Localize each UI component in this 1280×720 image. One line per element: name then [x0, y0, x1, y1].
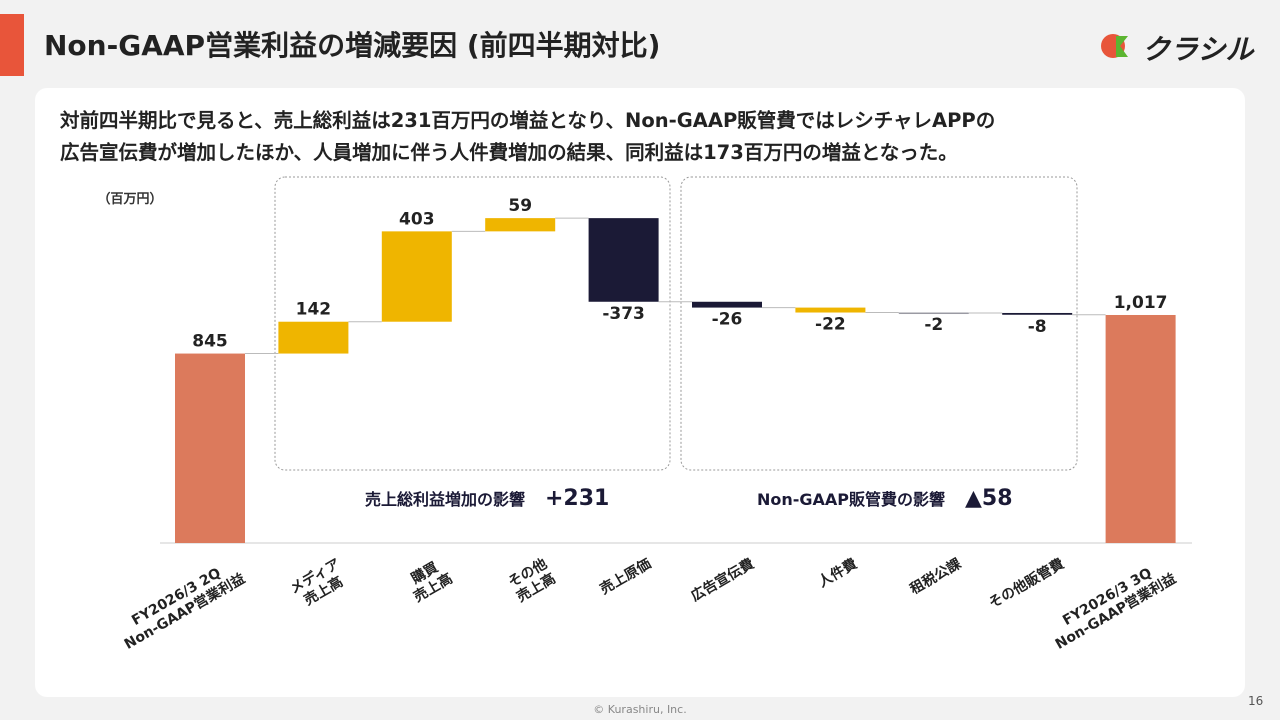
- data-label: -26: [712, 310, 743, 330]
- slide-title: Non-GAAP営業利益の増減要因 (前四半期対比): [44, 29, 661, 62]
- group-label: 売上総利益増加の影響: [365, 490, 525, 509]
- group-value: +231: [545, 486, 609, 511]
- data-label: 142: [296, 300, 332, 320]
- data-label: 1,017: [1114, 293, 1168, 313]
- bar: [692, 301, 762, 308]
- data-label: -22: [815, 315, 846, 335]
- data-label: -373: [602, 304, 645, 324]
- group-box: [680, 176, 1078, 471]
- data-label: 403: [399, 209, 435, 229]
- copyright: © Kurashiru, Inc.: [593, 703, 687, 716]
- bar: [1105, 314, 1176, 543]
- bar: [381, 231, 452, 322]
- summary-line: 広告宣伝費が増加したほか、人員増加に伴う人件費増加の結果、同利益は173百万円の…: [60, 141, 958, 164]
- bar: [588, 218, 659, 302]
- data-label: -8: [1028, 317, 1047, 337]
- data-label: -2: [924, 315, 943, 335]
- group-value: ▲58: [965, 486, 1013, 511]
- accent-bar: [0, 14, 24, 76]
- data-label: 845: [192, 332, 228, 352]
- bar: [898, 312, 969, 315]
- logo-icon: [1100, 30, 1130, 60]
- data-label: 59: [508, 196, 532, 216]
- bar: [1002, 312, 1073, 315]
- logo-text: クラシル: [1142, 33, 1254, 66]
- bar: [795, 307, 866, 313]
- bar: [175, 353, 245, 543]
- bar: [485, 218, 556, 232]
- summary-line: 対前四半期比で見ると、売上総利益は231百万円の増益となり、Non-GAAP販管…: [60, 109, 996, 132]
- page-number: 16: [1248, 694, 1264, 708]
- bar: [278, 321, 349, 354]
- group-label: Non-GAAP販管費の影響: [757, 490, 945, 509]
- unit-label: （百万円）: [97, 191, 162, 207]
